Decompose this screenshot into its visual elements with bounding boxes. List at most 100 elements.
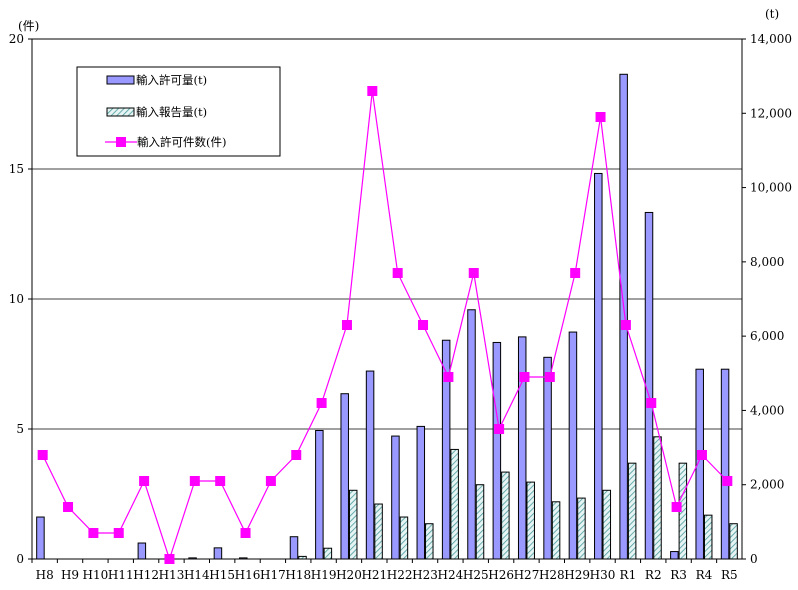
bar-report-quantity-H27 bbox=[526, 481, 535, 560]
point-permit-count-H30 bbox=[595, 112, 606, 122]
right-axis-unit: (t) bbox=[765, 7, 779, 21]
x-tick-label-5: H13 bbox=[159, 568, 185, 582]
bar-report-quantity-H24 bbox=[450, 448, 459, 560]
point-permit-count-H23 bbox=[418, 320, 429, 330]
right-tick-label-7: 14,000 bbox=[750, 32, 792, 46]
legend-marker-permit-count bbox=[116, 137, 126, 147]
bar-permit-quantity-H23 bbox=[416, 425, 426, 560]
x-tick-label-12: H20 bbox=[336, 568, 362, 582]
left-tick-label-2: 10 bbox=[9, 292, 24, 306]
point-permit-count-H25 bbox=[468, 268, 479, 278]
bar-report-quantity-H30 bbox=[602, 489, 612, 560]
point-permit-count-H14 bbox=[189, 476, 200, 486]
bar-report-quantity-H26 bbox=[501, 471, 510, 560]
x-tick-label-7: H15 bbox=[209, 568, 235, 582]
x-tick-label-1: H9 bbox=[61, 568, 79, 582]
x-tick-label-16: H24 bbox=[438, 568, 464, 582]
bar-permit-quantity-R3 bbox=[670, 551, 679, 560]
x-tick-label-18: H26 bbox=[488, 568, 514, 582]
right-tick-label-4: 8,000 bbox=[750, 255, 784, 269]
point-permit-count-H20 bbox=[341, 320, 352, 330]
bar-permit-quantity-R1 bbox=[619, 73, 628, 560]
x-tick-label-11: H19 bbox=[311, 568, 337, 582]
x-tick-label-22: H30 bbox=[590, 568, 616, 582]
x-tick-label-13: H21 bbox=[361, 568, 387, 582]
x-tick-label-8: H16 bbox=[235, 568, 261, 582]
legend: 輸入許可量(t) 輸入報告量(t) 輸入許可件数(件) bbox=[76, 66, 281, 157]
series-import-report-quantity bbox=[298, 436, 738, 560]
legend-swatch-permit-quantity bbox=[106, 75, 135, 85]
left-axis-unit: (件) bbox=[18, 19, 39, 33]
right-tick-label-0: 0 bbox=[750, 552, 758, 566]
bar-report-quantity-H21 bbox=[374, 503, 383, 560]
legend-label-report-quantity: 輸入報告量(t) bbox=[136, 105, 207, 119]
grid-lines bbox=[32, 168, 742, 430]
x-tick-label-25: R3 bbox=[670, 568, 687, 582]
bar-permit-quantity-H8 bbox=[36, 516, 45, 560]
x-tick-label-27: R5 bbox=[721, 568, 738, 582]
bar-report-quantity-H20 bbox=[348, 489, 358, 560]
x-tick-label-17: H25 bbox=[463, 568, 489, 582]
point-permit-count-H28 bbox=[544, 372, 555, 382]
point-permit-count-R1 bbox=[620, 320, 631, 330]
bar-permit-quantity-H19 bbox=[315, 429, 324, 560]
bar-permit-quantity-H27 bbox=[517, 336, 527, 560]
point-permit-count-H15 bbox=[215, 476, 226, 486]
bar-permit-quantity-H20 bbox=[340, 393, 349, 560]
x-tick-label-21: H29 bbox=[564, 568, 590, 582]
bar-permit-quantity-H21 bbox=[365, 370, 375, 560]
x-tick-label-23: R1 bbox=[620, 568, 637, 582]
point-permit-count-R5 bbox=[722, 476, 733, 486]
right-tick-label-2: 4,000 bbox=[750, 403, 784, 417]
point-permit-count-H9 bbox=[63, 502, 74, 512]
bar-report-quantity-R5 bbox=[729, 523, 738, 560]
point-permit-count-R3 bbox=[671, 502, 682, 512]
x-tick-label-6: H14 bbox=[184, 568, 210, 582]
x-tick-label-20: H28 bbox=[539, 568, 565, 582]
legend-label-permit-count: 輸入許可件数(件) bbox=[137, 135, 226, 149]
point-permit-count-H24 bbox=[443, 372, 454, 382]
point-permit-count-H16 bbox=[240, 528, 251, 538]
x-tick-label-26: R4 bbox=[696, 568, 713, 582]
point-permit-count-R2 bbox=[646, 398, 657, 408]
bar-permit-quantity-H12 bbox=[137, 542, 147, 560]
bar-permit-quantity-H29 bbox=[568, 331, 578, 560]
x-tick-label-24: R2 bbox=[645, 568, 662, 582]
bar-permit-quantity-H15 bbox=[213, 547, 223, 560]
bar-report-quantity-H25 bbox=[475, 484, 485, 560]
bar-permit-quantity-H18 bbox=[289, 536, 299, 560]
right-tick-label-1: 2,000 bbox=[750, 478, 784, 492]
bar-report-quantity-H19 bbox=[323, 547, 333, 560]
x-tick-label-0: H8 bbox=[36, 568, 54, 582]
point-permit-count-H19 bbox=[316, 398, 327, 408]
x-tick-label-9: H17 bbox=[260, 568, 286, 582]
bar-permit-quantity-H30 bbox=[594, 172, 603, 560]
point-permit-count-H29 bbox=[570, 268, 581, 278]
point-permit-count-H12 bbox=[139, 476, 150, 486]
bar-report-quantity-H22 bbox=[399, 516, 409, 560]
bar-report-quantity-H29 bbox=[577, 497, 586, 560]
point-permit-count-H10 bbox=[88, 528, 99, 538]
left-tick-label-0: 0 bbox=[16, 552, 24, 566]
legend-label-permit-quantity: 輸入許可量(t) bbox=[136, 73, 207, 87]
point-permit-count-H8 bbox=[37, 450, 48, 460]
point-permit-count-H22 bbox=[392, 268, 403, 278]
point-permit-count-R4 bbox=[696, 450, 707, 460]
bar-report-quantity-R1 bbox=[627, 462, 637, 560]
right-tick-label-6: 12,000 bbox=[750, 106, 792, 120]
x-tick-label-10: H18 bbox=[285, 568, 311, 582]
point-permit-count-H27 bbox=[519, 372, 530, 382]
right-tick-label-5: 10,000 bbox=[750, 181, 792, 195]
line-permit-count bbox=[42, 90, 728, 561]
bar-permit-quantity-H25 bbox=[467, 309, 476, 560]
axes bbox=[28, 38, 746, 563]
legend-swatch-report-quantity bbox=[106, 107, 135, 117]
bar-permit-quantity-H22 bbox=[391, 435, 400, 560]
tick-labels: 0 5 10 15 20 0 2,000 4,000 6,000 8,000 10,000 12,00… bbox=[9, 32, 792, 582]
point-permit-count-H21 bbox=[367, 86, 378, 96]
bar-permit-quantity-H28 bbox=[543, 356, 552, 560]
bar-permit-quantity-H26 bbox=[492, 341, 502, 560]
x-tick-label-2: H10 bbox=[83, 568, 109, 582]
x-tick-label-19: H27 bbox=[514, 568, 540, 582]
